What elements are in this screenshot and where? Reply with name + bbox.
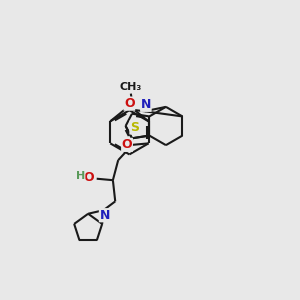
Text: O: O <box>83 171 94 184</box>
Text: N: N <box>141 98 151 111</box>
Text: N: N <box>100 209 110 222</box>
Text: O: O <box>124 97 135 110</box>
Text: S: S <box>130 121 139 134</box>
Text: CH₃: CH₃ <box>120 82 142 92</box>
Text: H: H <box>76 171 85 181</box>
Text: O: O <box>122 138 132 151</box>
